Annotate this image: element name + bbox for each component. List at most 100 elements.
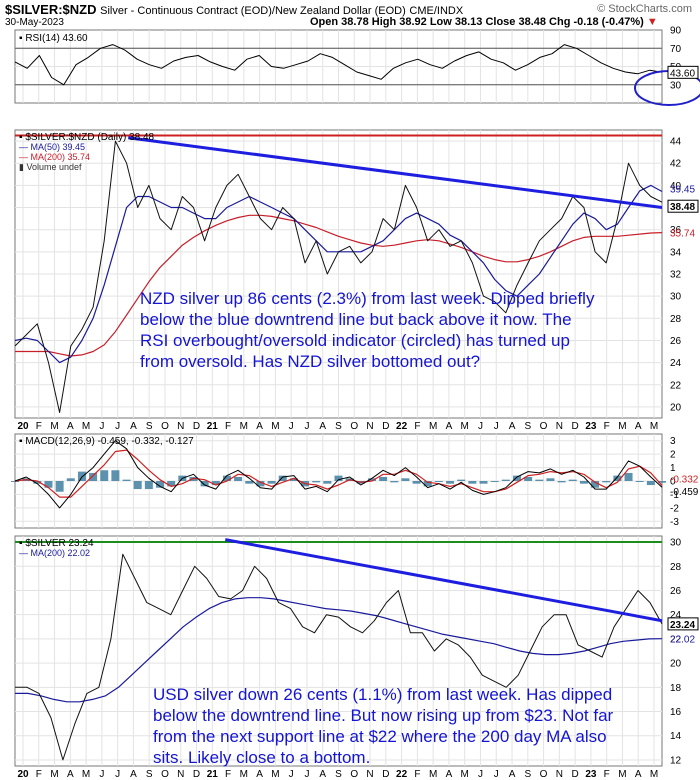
price-axis-month-label: M bbox=[82, 421, 90, 432]
rsi-value-tag: 43.60 bbox=[670, 68, 695, 79]
usd-axis-month-label: 23 bbox=[585, 769, 597, 780]
usd-tick-label: 18 bbox=[670, 683, 682, 694]
chart-date: 30-May-2023 bbox=[5, 17, 64, 28]
usd-axis-month-label: M bbox=[271, 769, 279, 780]
macd-histogram-bar bbox=[658, 481, 666, 483]
usd-tick-label: 26 bbox=[670, 586, 682, 597]
usd-axis-month-label: A bbox=[256, 769, 263, 780]
usd-tick-label: 12 bbox=[670, 755, 682, 766]
price-axis-month-label: 22 bbox=[396, 421, 408, 432]
usd-axis-month-label: M bbox=[429, 769, 437, 780]
price-tick-label: 42 bbox=[670, 159, 682, 170]
usd-axis-month-label: O bbox=[350, 769, 358, 780]
macd-tag: -0.332 bbox=[670, 474, 699, 485]
macd-histogram-bar bbox=[457, 479, 466, 481]
usd-axis-month-label: O bbox=[540, 769, 548, 780]
macd-histogram-bar bbox=[490, 481, 499, 482]
price-axis-month-label: J bbox=[494, 421, 499, 432]
price-axis-month-label: D bbox=[382, 421, 389, 432]
macd-histogram-bar bbox=[613, 475, 622, 481]
price-tick-label: 30 bbox=[670, 292, 682, 303]
description: Silver - Continuous Contract (EOD)/New Z… bbox=[100, 5, 406, 17]
price-axis-month-label: S bbox=[335, 421, 342, 432]
macd-histogram-bar bbox=[133, 481, 142, 490]
macd-histogram-bar bbox=[602, 481, 611, 483]
price-axis-month-label: J bbox=[99, 421, 104, 432]
macd-histogram-bar bbox=[200, 481, 209, 487]
usd-axis-month-label: N bbox=[556, 769, 563, 780]
price-axis-month-label: M bbox=[271, 421, 279, 432]
rsi-value-tag-box bbox=[667, 65, 699, 79]
price-axis-month-label: F bbox=[36, 421, 42, 432]
macd-histogram-bar bbox=[167, 481, 176, 487]
usd-axis-month-label: 21 bbox=[207, 769, 219, 780]
macd-histogram-bar bbox=[77, 471, 86, 481]
price-axis-month-label: M bbox=[429, 421, 437, 432]
usd-axis-month-label: J bbox=[99, 769, 104, 780]
ma200-legend: — MA(200) 35.74 bbox=[19, 152, 90, 162]
price-tag: 39.45 bbox=[670, 184, 695, 195]
usd-axis-month-label: M bbox=[240, 769, 248, 780]
macd-histogram-bar bbox=[267, 481, 276, 484]
macd-histogram-bar bbox=[512, 475, 521, 481]
usd-axis-month-label: A bbox=[446, 769, 453, 780]
macd-tick-label: 2 bbox=[670, 450, 676, 461]
price-axis-month-label: A bbox=[446, 421, 453, 432]
macd-histogram-bar bbox=[568, 479, 577, 481]
price-axis-month-label: J bbox=[304, 421, 309, 432]
macd-tick-label: 1 bbox=[670, 463, 676, 474]
usd-ma200-legend: — MA(200) 22.02 bbox=[19, 548, 90, 558]
usd-close-tag-box bbox=[667, 617, 699, 631]
macd-histogram-bar bbox=[122, 479, 131, 481]
usd-axis-month-label: M bbox=[650, 769, 658, 780]
macd-tick-label: 0 bbox=[670, 477, 676, 488]
price-axis-month-label: J bbox=[115, 421, 120, 432]
usd-axis-month-label: J bbox=[115, 769, 120, 780]
usd-axis-month-label: D bbox=[572, 769, 579, 780]
price-axis-month-label: N bbox=[556, 421, 563, 432]
price-axis-month-label: 21 bbox=[207, 421, 219, 432]
macd-histogram-bar bbox=[401, 478, 410, 481]
macd-histogram-bar bbox=[111, 470, 120, 481]
price-axis-month-label: A bbox=[509, 421, 516, 432]
macd-histogram-bar bbox=[535, 479, 544, 481]
price-axis-month-label: O bbox=[161, 421, 169, 432]
macd-histogram-bar bbox=[468, 481, 477, 484]
usd-axis-month-label: O bbox=[161, 769, 169, 780]
ohlc-readout: Open 38.78 High 38.92 Low 38.13 Close 38… bbox=[310, 16, 658, 28]
price-label: ▪ $SILVER:$NZD (Daily) 38.48 bbox=[19, 132, 155, 143]
price-axis-month-label: M bbox=[240, 421, 248, 432]
macd-histogram-bar bbox=[156, 481, 165, 488]
usd-axis-month-label: J bbox=[289, 769, 294, 780]
usd-axis-month-label: F bbox=[604, 769, 610, 780]
macd-histogram-bar bbox=[256, 481, 265, 487]
usd-axis-month-label: A bbox=[67, 769, 74, 780]
macd-label: ▪ MACD(12,26,9) -0.459, -0.332, -0.127 bbox=[19, 436, 194, 447]
usd-tick-label: 24 bbox=[670, 610, 682, 621]
usd-axis-month-label: S bbox=[146, 769, 153, 780]
price-axis-month-label: F bbox=[225, 421, 231, 432]
macd-histogram-bar bbox=[89, 472, 98, 481]
usd-axis-month-label: F bbox=[225, 769, 231, 780]
price-axis-month-label: N bbox=[177, 421, 184, 432]
macd-histogram-bar bbox=[144, 481, 153, 490]
ma50-legend: — MA(50) 39.45 bbox=[19, 142, 85, 152]
price-tick-label: 36 bbox=[670, 225, 682, 236]
downtrend-line bbox=[128, 136, 663, 210]
macd-histogram-bar bbox=[323, 481, 332, 484]
usd-axis-month-label: M bbox=[618, 769, 626, 780]
macd-line bbox=[14, 440, 663, 509]
usd-annotation: USD silver down 26 cents (1.1%) from las… bbox=[153, 685, 614, 767]
macd-histogram-bar bbox=[412, 481, 421, 484]
price-axis-month-label: M bbox=[461, 421, 469, 432]
usd-axis-month-label: N bbox=[366, 769, 373, 780]
usd-axis-month-label: A bbox=[319, 769, 326, 780]
price-axis-month-label: J bbox=[478, 421, 483, 432]
rsi-tick-label: 70 bbox=[670, 44, 682, 55]
price-tick-label: 22 bbox=[670, 380, 682, 391]
macd-histogram-bar bbox=[234, 476, 243, 481]
price-axis-month-label: M bbox=[650, 421, 658, 432]
rsi-tick-label: 30 bbox=[670, 80, 682, 91]
price-axis-month-label: A bbox=[67, 421, 74, 432]
